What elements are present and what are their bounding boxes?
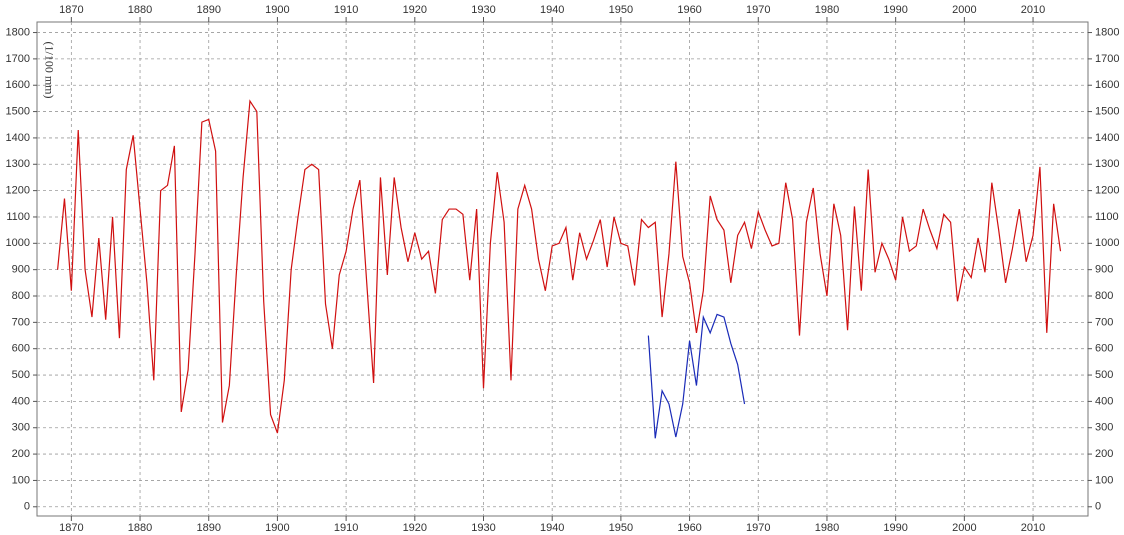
y2-tick-label: 0 — [1095, 501, 1101, 513]
y-tick-label: 100 — [12, 474, 30, 486]
x-tick-label: 1870 — [59, 522, 83, 534]
x-tick-label: 1980 — [815, 522, 839, 534]
y-tick-label: 400 — [12, 395, 30, 407]
x2-tick-label: 1940 — [540, 4, 564, 16]
x2-tick-label: 1920 — [403, 4, 427, 16]
plot-frame — [36, 21, 1089, 517]
x-tick-label: 1920 — [403, 522, 427, 534]
y2-tick-label: 200 — [1095, 448, 1113, 460]
y-tick-label: 300 — [12, 422, 30, 434]
data-line — [57, 99, 1062, 434]
y-tick-label: 800 — [12, 290, 30, 302]
x-tick-label: 1880 — [128, 522, 152, 534]
x-tick-label: 1950 — [609, 522, 633, 534]
y-tick-label: 600 — [12, 343, 30, 355]
x2-tick-label: 1870 — [59, 4, 83, 16]
y-tick-label: 1400 — [6, 132, 30, 144]
y-tick-label: 1200 — [6, 185, 30, 197]
data-line — [647, 313, 746, 439]
y2-tick-label: 1400 — [1095, 132, 1119, 144]
x2-tick-label: 1890 — [196, 4, 220, 16]
x2-tick-label: 1900 — [265, 4, 289, 16]
y2-tick-label: 1800 — [1095, 26, 1119, 38]
x-tick-label: 1960 — [677, 522, 701, 534]
x2-tick-label: 1880 — [128, 4, 152, 16]
y2-tick-label: 400 — [1095, 395, 1113, 407]
x2-tick-label: 2000 — [952, 4, 976, 16]
x-tick-label: 1970 — [746, 522, 770, 534]
x-tick-label: 2010 — [1021, 522, 1045, 534]
x2-tick-label: 1930 — [471, 4, 495, 16]
y-tick-label: 1600 — [6, 79, 30, 91]
x2-tick-label: 1980 — [815, 4, 839, 16]
x-tick-label: 1900 — [265, 522, 289, 534]
y2-tick-label: 500 — [1095, 369, 1113, 381]
y-tick-label: 900 — [12, 264, 30, 276]
y-tick-label: 500 — [12, 369, 30, 381]
y-tick-label: 700 — [12, 316, 30, 328]
y-tick-label: 1100 — [6, 211, 30, 223]
x-tick-label: 1890 — [196, 522, 220, 534]
y-tick-label: 1000 — [6, 237, 30, 249]
y2-tick-label: 1600 — [1095, 79, 1119, 91]
y2-tick-label: 300 — [1095, 422, 1113, 434]
x-tick-label: 1910 — [334, 522, 358, 534]
x2-tick-label: 2010 — [1021, 4, 1045, 16]
y2-tick-label: 800 — [1095, 290, 1113, 302]
x2-tick-label: 1960 — [677, 4, 701, 16]
y2-tick-label: 1000 — [1095, 237, 1119, 249]
y2-tick-label: 1100 — [1095, 211, 1119, 223]
y-tick-label: 200 — [12, 448, 30, 460]
y-tick-label: 1700 — [6, 53, 30, 65]
y-tick-label: 1500 — [6, 105, 30, 117]
x-tick-label: 1990 — [883, 522, 907, 534]
y-tick-label: 1800 — [6, 26, 30, 38]
y-axis-label: (1/100 mm) — [42, 42, 56, 99]
y2-tick-label: 900 — [1095, 264, 1113, 276]
y2-tick-label: 1700 — [1095, 53, 1119, 65]
x2-tick-label: 1990 — [883, 4, 907, 16]
x-tick-label: 1930 — [471, 522, 495, 534]
x-tick-label: 1940 — [540, 522, 564, 534]
x2-tick-label: 1950 — [609, 4, 633, 16]
x2-tick-label: 1910 — [334, 4, 358, 16]
x-tick-label: 2000 — [952, 522, 976, 534]
x2-tick-label: 1970 — [746, 4, 770, 16]
y2-tick-label: 1300 — [1095, 158, 1119, 170]
y2-tick-label: 700 — [1095, 316, 1113, 328]
y-tick-label: 1300 — [6, 158, 30, 170]
y2-tick-label: 1500 — [1095, 105, 1119, 117]
y-tick-label: 0 — [24, 501, 30, 513]
y2-tick-label: 600 — [1095, 343, 1113, 355]
y2-tick-label: 1200 — [1095, 185, 1119, 197]
y2-tick-label: 100 — [1095, 474, 1113, 486]
